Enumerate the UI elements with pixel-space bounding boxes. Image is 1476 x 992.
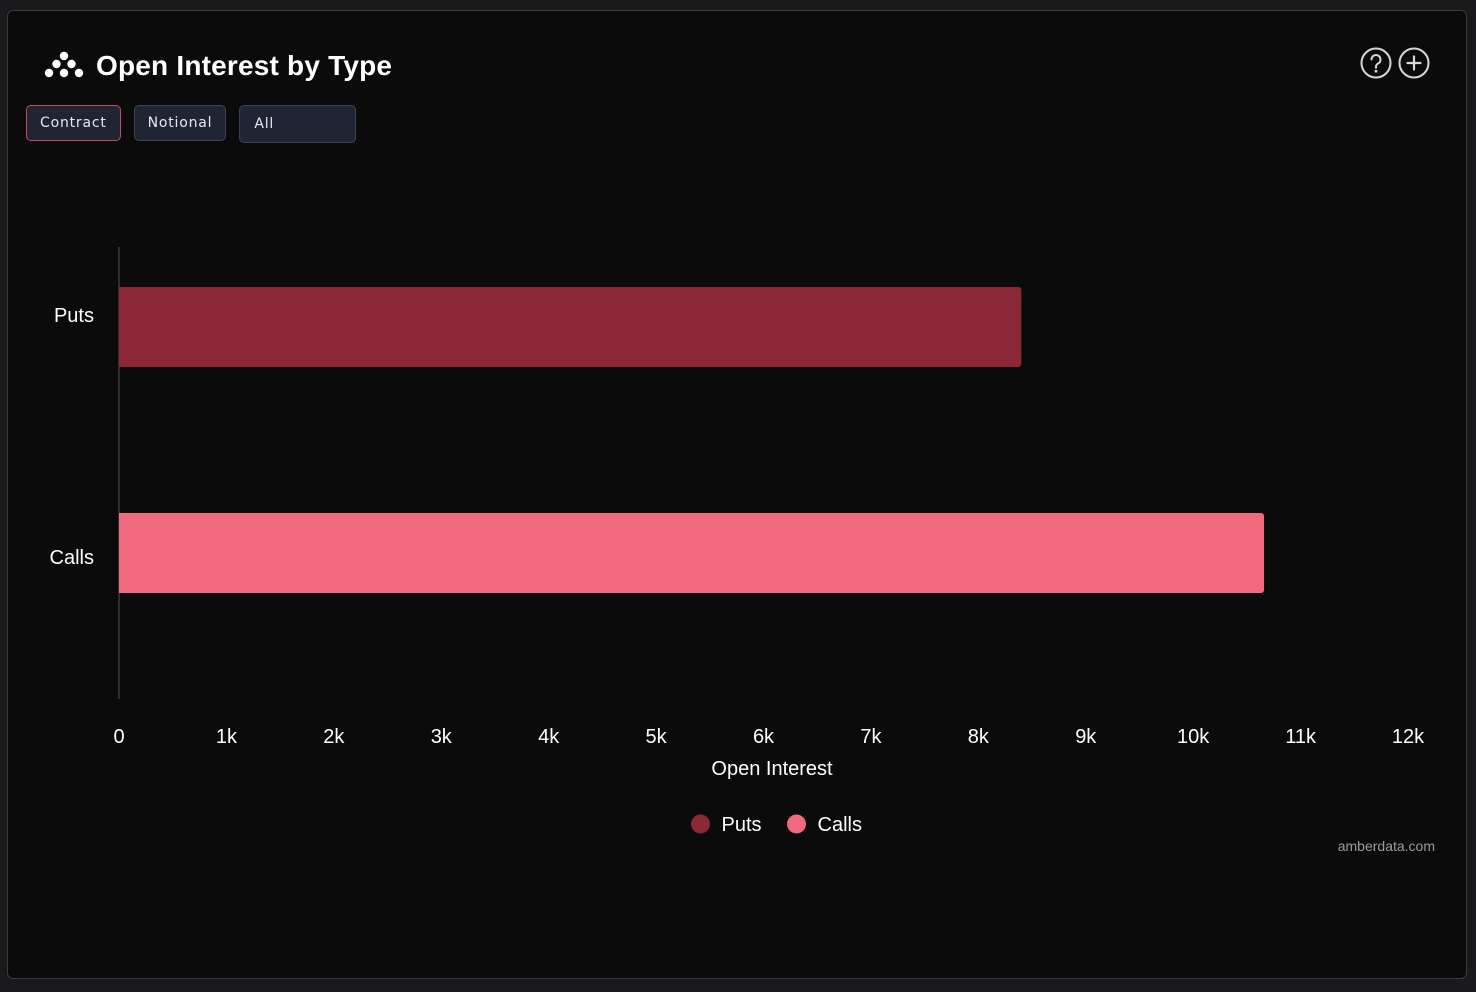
bar-calls bbox=[119, 513, 1265, 593]
x-axis-label: Open Interest bbox=[711, 758, 833, 780]
help-circle-icon[interactable] bbox=[1360, 47, 1392, 79]
x-tick-label: 7k bbox=[860, 726, 882, 748]
chart-card bbox=[7, 10, 1467, 979]
y-tick-label: Puts bbox=[54, 305, 94, 327]
x-tick-label: 4k bbox=[538, 726, 560, 748]
x-tick-label: 0 bbox=[113, 726, 124, 748]
notional-button[interactable]: Notional bbox=[133, 105, 227, 141]
legend-marker-calls bbox=[787, 814, 806, 834]
chart-controls: Contract Notional All bbox=[26, 105, 357, 143]
chart-actions bbox=[1360, 47, 1430, 79]
plus-circle-icon[interactable] bbox=[1398, 47, 1430, 79]
chart-header: Open Interest by Type bbox=[44, 50, 392, 82]
x-tick-label: 5k bbox=[646, 726, 668, 748]
x-tick-label: 2k bbox=[323, 726, 345, 748]
legend-label-puts: Puts bbox=[722, 814, 762, 836]
filter-select[interactable]: All bbox=[239, 105, 357, 143]
x-tick-label: 11k bbox=[1285, 726, 1317, 748]
chart-title: Open Interest by Type bbox=[96, 50, 393, 81]
legend-marker-puts bbox=[691, 814, 710, 834]
y-tick-label: Calls bbox=[50, 547, 94, 569]
contract-button[interactable]: Contract bbox=[26, 105, 121, 141]
x-tick-label: 10k bbox=[1177, 726, 1210, 748]
x-tick-label: 8k bbox=[968, 726, 990, 748]
x-tick-label: 6k bbox=[753, 726, 775, 748]
amberdata-logo-icon bbox=[44, 51, 84, 78]
bar-puts bbox=[119, 287, 1022, 367]
x-tick-label: 12k bbox=[1392, 726, 1425, 748]
legend-label-calls: Calls bbox=[818, 814, 862, 836]
source-credit: amberdata.com bbox=[1337, 838, 1435, 854]
x-tick-label: 9k bbox=[1075, 726, 1097, 748]
x-tick-label: 1k bbox=[216, 726, 238, 748]
x-tick-label: 3k bbox=[431, 726, 453, 748]
